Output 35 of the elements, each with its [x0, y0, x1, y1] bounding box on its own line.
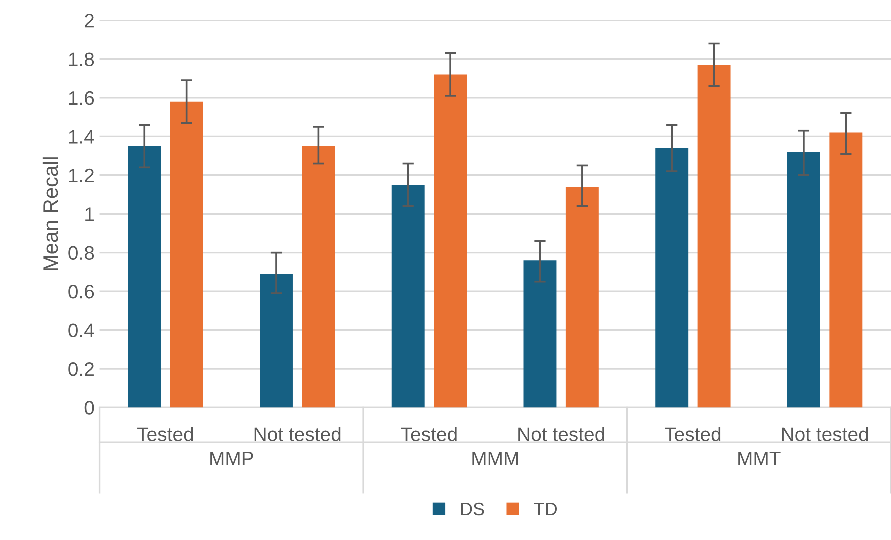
x-tick-label: Tested [401, 427, 457, 442]
text: MMM [472, 452, 518, 466]
text: MMP [210, 452, 254, 466]
x-tick-label: Tested [664, 427, 721, 442]
y-tick-label: 1.4 [69, 130, 94, 144]
y-axis-title: Mean Recall [42, 158, 58, 270]
bar [830, 132, 863, 408]
bar [434, 74, 468, 408]
y-tick-label: 0.4 [68, 324, 94, 338]
bar [392, 185, 425, 408]
x-tick-label: Not tested [254, 427, 341, 442]
bar [787, 152, 820, 408]
bar [302, 146, 336, 408]
y-tick-label: 1 [86, 208, 94, 222]
bar [524, 260, 557, 408]
bar [128, 146, 162, 408]
y-tick-label: 0.8 [68, 246, 94, 260]
y-tick-label: 1.8 [69, 52, 94, 66]
y-tick-label: 0.2 [68, 362, 94, 376]
y-tick-label: 2 [85, 14, 94, 28]
y-tick-label: 0.6 [68, 285, 94, 299]
x-tick-label: Not tested [782, 427, 868, 442]
bar [170, 102, 204, 408]
x-tick-label: Tested [138, 427, 194, 442]
y-tick-label: 1.6 [69, 91, 94, 106]
y-tick-label: 1.2 [69, 168, 94, 182]
text: MMT [738, 452, 781, 466]
bar [260, 274, 293, 408]
y-tick-label: 0 [84, 401, 94, 415]
legend-label: TD [534, 503, 558, 516]
bar [656, 148, 689, 408]
bar [698, 65, 731, 408]
legend-label: DS [461, 502, 484, 516]
x-tick-label: Not tested [518, 427, 604, 442]
bar [566, 187, 599, 408]
